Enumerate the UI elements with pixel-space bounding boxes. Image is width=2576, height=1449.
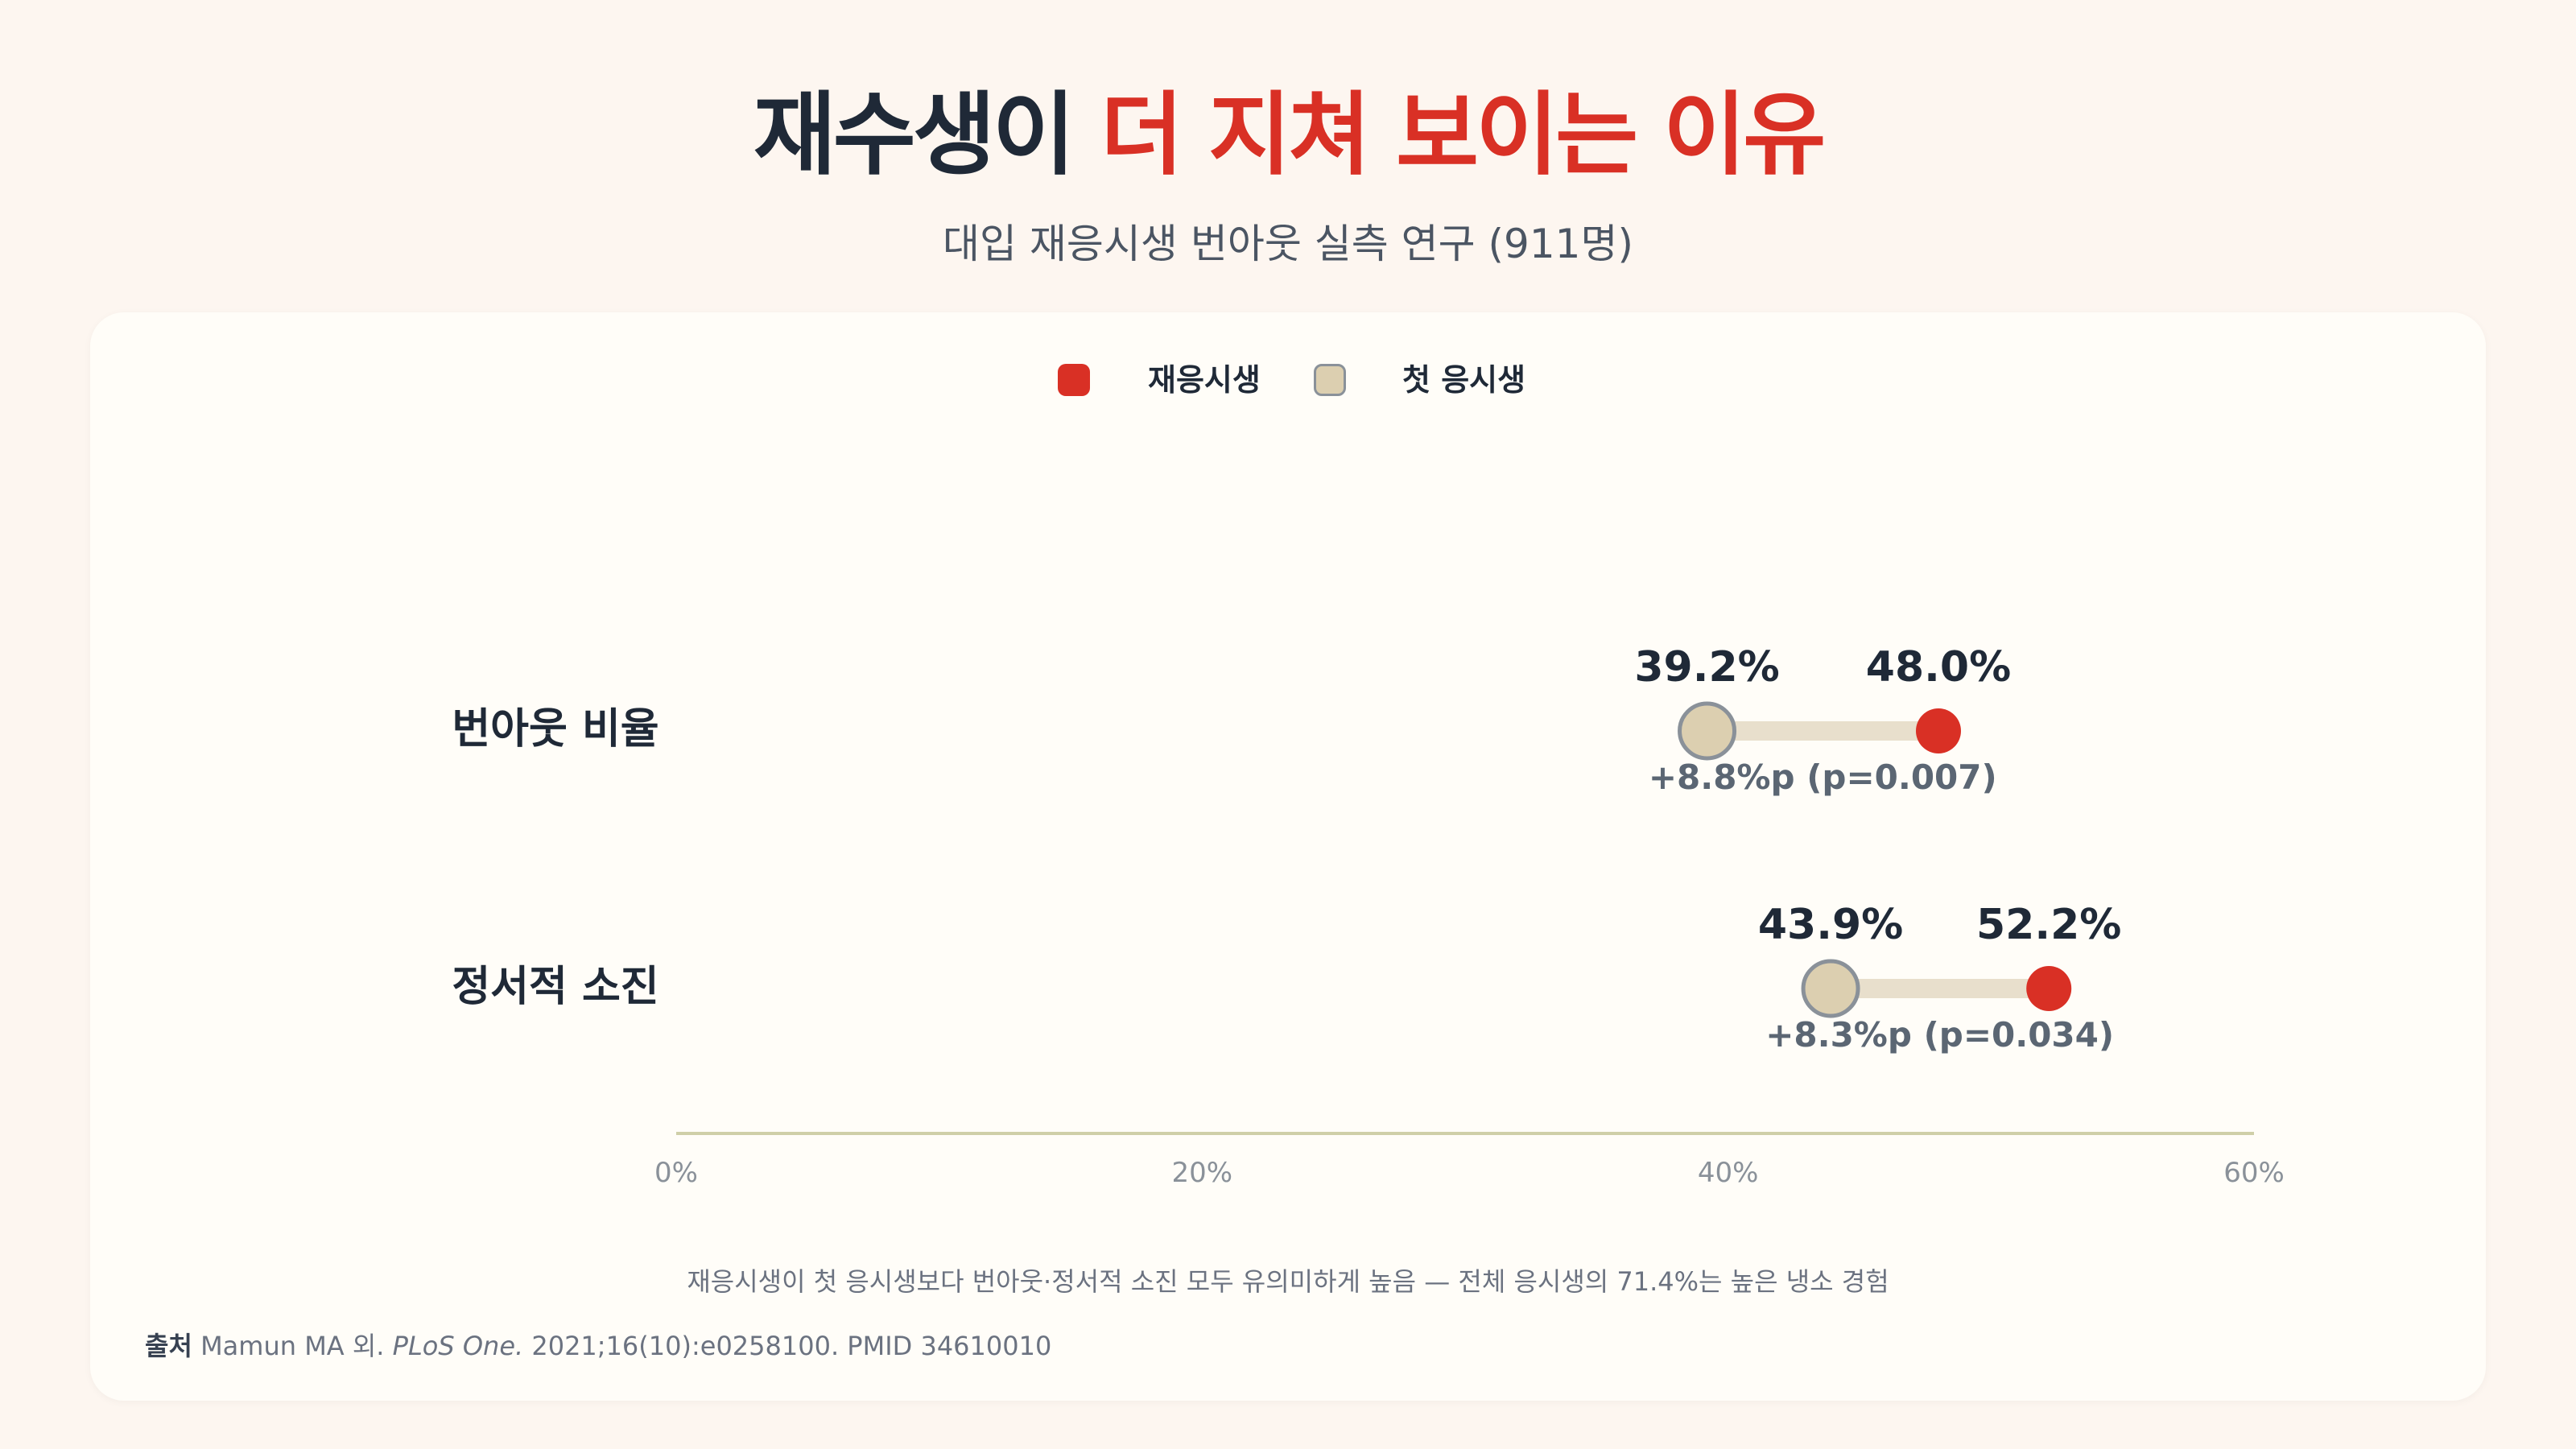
source-authors: Mamun MA 외.	[200, 1331, 385, 1361]
legend-swatch-first	[1314, 364, 1346, 396]
source-citation: 출처 Mamun MA 외. PLoS One. 2021;16(10):e02…	[145, 1327, 1051, 1365]
x-tick-label: 20%	[1172, 1157, 1233, 1189]
row-label-burnout: 번아웃 비율	[452, 705, 659, 753]
legend-label-first: 첫 응시생	[1402, 362, 1526, 398]
x-tick-label: 0%	[654, 1157, 698, 1189]
value-label-first: 43.9%	[1758, 901, 1903, 949]
legend-label-repeat: 재응시생	[1148, 362, 1261, 398]
value-label-repeat: 48.0%	[1866, 643, 2011, 691]
difference-label: +8.8%p (p=0.007)	[1649, 758, 1997, 797]
source-label: 출처	[145, 1331, 192, 1361]
title-dark-part: 재수생이	[753, 83, 1075, 188]
row-label-exhaustion: 정서적 소진	[452, 963, 659, 1011]
point-first	[1678, 701, 1737, 761]
page-title: 재수생이 더 지쳐 보이는 이유	[0, 79, 2576, 192]
source-journal: PLoS One.	[392, 1331, 524, 1361]
source-detail: 2021;16(10):e0258100. PMID 34610010	[531, 1331, 1052, 1361]
x-tick-label: 60%	[2223, 1157, 2285, 1189]
point-repeat	[1916, 708, 1961, 753]
page-subtitle: 대입 재응시생 번아웃 실측 연구 (911명)	[943, 221, 1633, 267]
legend-swatch-repeat	[1058, 364, 1090, 396]
value-label-first: 39.2%	[1634, 643, 1779, 691]
x-tick-label: 40%	[1698, 1157, 1759, 1189]
chart-card	[90, 312, 2486, 1401]
difference-label: +8.3%p (p=0.034)	[1765, 1015, 2114, 1055]
point-repeat	[2026, 966, 2072, 1011]
title-highlight-part: 더 지쳐 보이는 이유	[1100, 83, 1826, 188]
value-label-repeat: 52.2%	[1976, 901, 2121, 949]
point-first	[1801, 959, 1860, 1018]
chart-footnote: 재응시생이 첫 응시생보다 번아웃·정서적 소진 모두 유의미하게 높음 — 전…	[687, 1266, 1889, 1297]
